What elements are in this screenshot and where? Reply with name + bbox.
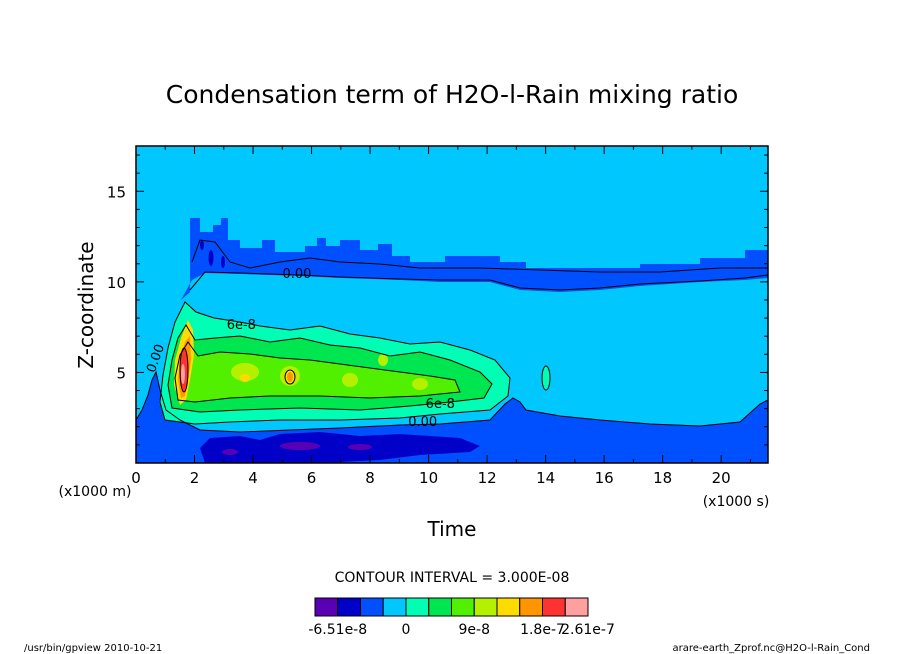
- positive-core-18e8: [287, 372, 293, 382]
- contour-label: 0.00: [282, 267, 311, 282]
- colorbar-swatch: [405, 597, 430, 617]
- y-axis-unit: (x1000 m): [59, 484, 132, 500]
- colorbar-swatch: [337, 597, 361, 617]
- lower-negative-cores: [222, 442, 372, 455]
- x-axis-unit: (x1000 s): [703, 494, 770, 510]
- x-tick-label: 0: [131, 469, 141, 487]
- colorbar-label: -6.51e-8: [308, 622, 367, 638]
- strong-core-max: [181, 364, 185, 384]
- y-tick-label: 10: [107, 274, 126, 292]
- footer-right: arare-earth_Zprof.nc@H2O-l-Rain_Cond: [673, 643, 870, 654]
- colorbar-label: 1.8e-7: [520, 622, 565, 638]
- contour-label: 6e-8: [227, 318, 256, 333]
- chart-title: Condensation term of H2O-l-Rain mixing r…: [166, 80, 739, 109]
- x-tick-label: 20: [712, 469, 731, 487]
- x-tick-label: 18: [653, 469, 672, 487]
- y-axis-title: Z-coordinate: [74, 241, 98, 368]
- contour-label: 0.00: [408, 415, 437, 430]
- plot-frame: [135, 145, 769, 464]
- colorbar-swatch: [314, 597, 339, 617]
- x-tick-label: 4: [248, 469, 258, 487]
- colorbar-label: 9e-8: [459, 622, 490, 638]
- colorbar-swatch: [519, 597, 543, 617]
- y-tick-label: 5: [116, 364, 126, 382]
- colorbar-swatch: [360, 597, 384, 617]
- lower-strong-negative: [200, 432, 480, 463]
- colorbar-swatch: [428, 597, 452, 617]
- x-tick-label: 12: [478, 469, 497, 487]
- x-tick-label: 6: [307, 469, 317, 487]
- colorbar: [314, 597, 589, 617]
- upper-negative-band: [181, 218, 768, 300]
- colorbar-swatch: [382, 597, 407, 617]
- upper-negative-cores: [200, 240, 225, 268]
- colorbar-swatch: [473, 597, 498, 617]
- y-axis: 5 10 15: [107, 154, 768, 446]
- x-tick-label: 14: [536, 469, 555, 487]
- x-tick-label: 10: [419, 469, 438, 487]
- contour-interval: CONTOUR INTERVAL = 3.000E-08: [335, 570, 570, 586]
- colorbar-swatch: [496, 597, 521, 617]
- x-axis: 0 2 4 6 8 10 12 14 16 18 20: [131, 146, 751, 487]
- contour-label: 6e-8: [426, 397, 455, 412]
- y-tick-label: 15: [107, 183, 126, 201]
- positive-region-9e8: [175, 342, 460, 402]
- x-tick-label: 16: [595, 469, 614, 487]
- x-tick-label: 8: [365, 469, 375, 487]
- colorbar-label: 0: [402, 622, 411, 638]
- footer-left: /usr/bin/gpview 2010-10-21: [24, 643, 162, 654]
- colorbar-label: 2.61e-7: [561, 622, 615, 638]
- colorbar-swatch: [542, 597, 566, 617]
- colorbar-swatch: [564, 597, 589, 617]
- contour-lines: [135, 239, 769, 433]
- colorbar-labels: -6.51e-8 0 9e-8 1.8e-72.61e-7: [308, 622, 615, 638]
- colorbar-swatch: [451, 597, 475, 617]
- x-axis-title: Time: [427, 517, 477, 541]
- x-tick-label: 2: [190, 469, 200, 487]
